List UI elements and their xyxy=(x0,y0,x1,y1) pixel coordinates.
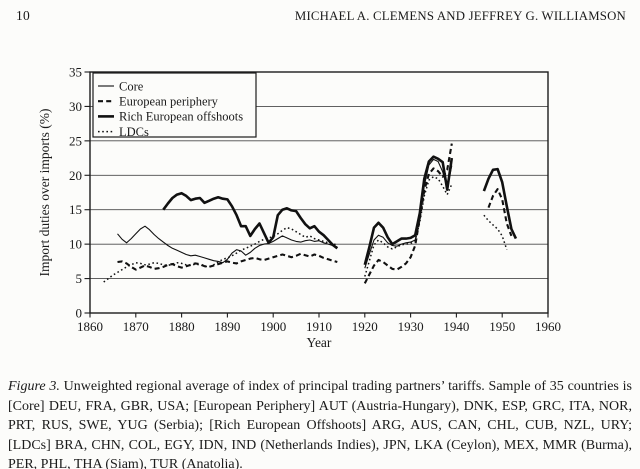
x-tick-label: 1890 xyxy=(214,319,240,334)
y-axis-ticks: 0 5 10 15 20 25 30 35 xyxy=(69,65,90,321)
x-tick-label: 1900 xyxy=(260,319,286,334)
x-tick-label: 1910 xyxy=(306,319,332,334)
series-line-rich-european-offshoots xyxy=(162,155,518,266)
y-tick-label: 0 xyxy=(76,306,83,321)
page-number: 10 xyxy=(16,8,30,23)
y-tick-label: 10 xyxy=(69,237,82,252)
y-tick-label: 15 xyxy=(69,202,82,217)
legend-item-rich-european-offshoots: Rich European offshoots xyxy=(98,110,243,124)
legend-label: LDCs xyxy=(119,125,149,139)
legend-item-european-periphery: European periphery xyxy=(98,95,219,109)
x-tick-label: 1870 xyxy=(123,319,149,334)
figure-3: Import duties over imports (%) Year 0 5 10… xyxy=(0,40,640,365)
figure-caption: Figure 3. Unweighted regional average of… xyxy=(8,377,632,469)
x-axis-title: Year xyxy=(307,335,332,350)
legend-label: Core xyxy=(119,79,144,93)
x-tick-label: 1860 xyxy=(77,319,103,334)
figure-caption-text: Unweighted regional average of index of … xyxy=(8,379,633,469)
y-tick-label: 20 xyxy=(69,168,82,183)
figure-3-chart: Import duties over imports (%) Year 0 5 10… xyxy=(37,65,561,351)
legend-item-ldcs: LDCs xyxy=(98,125,149,139)
x-tick-label: 1920 xyxy=(352,319,378,334)
x-tick-label: 1950 xyxy=(489,319,515,334)
x-axis-ticks: 1860 1870 1880 1890 1900 1910 1920 1930 1940 1950… xyxy=(77,313,561,334)
x-tick-label: 1960 xyxy=(535,319,561,334)
y-tick-label: 30 xyxy=(69,99,82,114)
figure-caption-label: Figure 3. xyxy=(8,379,60,394)
y-tick-label: 35 xyxy=(69,65,82,80)
running-header: 10 MICHAEL A. CLEMENS AND JEFFREY G. WIL… xyxy=(0,8,640,24)
x-tick-label: 1880 xyxy=(169,319,195,334)
series-line-european-periphery xyxy=(117,143,513,284)
series-line-core xyxy=(117,158,453,269)
legend-label: European periphery xyxy=(119,95,219,109)
y-tick-label: 5 xyxy=(76,271,83,286)
x-tick-label: 1940 xyxy=(443,319,469,334)
legend-box xyxy=(92,72,257,138)
y-tick-label: 25 xyxy=(69,133,82,148)
running-head-title: MICHAEL A. CLEMENS AND JEFFREY G. WILLIA… xyxy=(294,9,626,23)
legend-label: Rich European offshoots xyxy=(119,110,243,124)
legend-item-core: Core xyxy=(98,79,144,93)
series-line-ldcs xyxy=(103,175,508,283)
y-axis-title: Import duties over imports (%) xyxy=(37,109,52,277)
x-tick-label: 1930 xyxy=(398,319,424,334)
